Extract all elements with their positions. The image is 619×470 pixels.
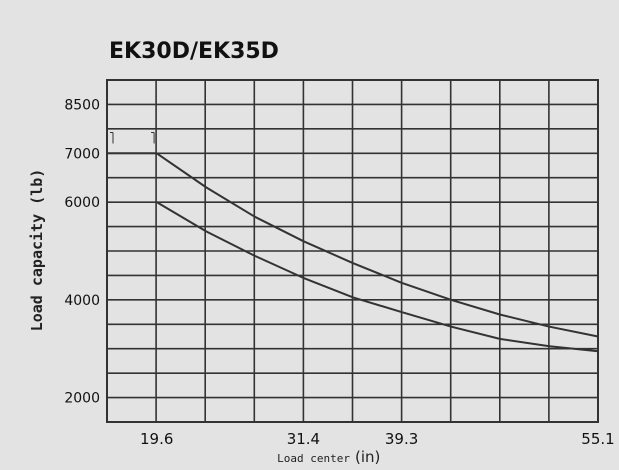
data-point [401, 282, 403, 284]
y-tick-label: 4000 [64, 293, 100, 309]
grid [106, 79, 599, 423]
y-tick-label: 6000 [64, 195, 100, 211]
x-tick-label: 19.6 [140, 430, 173, 448]
y-tick-label: 7000 [64, 146, 100, 162]
x-axis-label: Load center (in) [277, 448, 380, 466]
data-point [302, 240, 304, 242]
series-2 [156, 201, 599, 353]
data-point [352, 296, 354, 298]
series-line [156, 201, 599, 353]
data-point [205, 230, 207, 233]
data-point [254, 216, 256, 218]
data-point [450, 326, 452, 328]
series-1 [106, 152, 599, 338]
data-point [302, 277, 304, 279]
data-point [106, 152, 108, 154]
data-point [352, 262, 354, 264]
tick-labels: 19.6 31.4 39.3 55.1 8500 7000 6000 4000 2000 [64, 97, 614, 448]
data-point [548, 326, 551, 328]
data-point [205, 186, 207, 189]
x-axis-label-unit: (in) [355, 448, 380, 466]
series-group [106, 152, 599, 353]
x-tick-label: 55.1 [581, 430, 614, 448]
bracket-mark [151, 132, 155, 144]
data-point [499, 338, 501, 340]
data-point [254, 255, 256, 257]
data-point [597, 350, 599, 352]
y-tick-label: 8500 [64, 97, 100, 113]
x-tick-label: 31.4 [287, 430, 320, 448]
data-point [597, 335, 599, 338]
data-point [450, 299, 452, 301]
data-point [156, 201, 158, 203]
data-point [499, 313, 501, 316]
plot-extras [110, 132, 155, 144]
data-point [156, 152, 158, 154]
data-point [548, 345, 551, 347]
chart-title: EK30D/EK35D [109, 39, 279, 64]
data-point [401, 311, 403, 313]
x-tick-label: 39.3 [385, 430, 418, 448]
bracket-mark [110, 132, 114, 144]
x-axis-label-text: Load center [277, 452, 350, 465]
y-tick-label: 2000 [64, 391, 100, 407]
y-axis-label: Load capacity (lb) [28, 169, 46, 332]
